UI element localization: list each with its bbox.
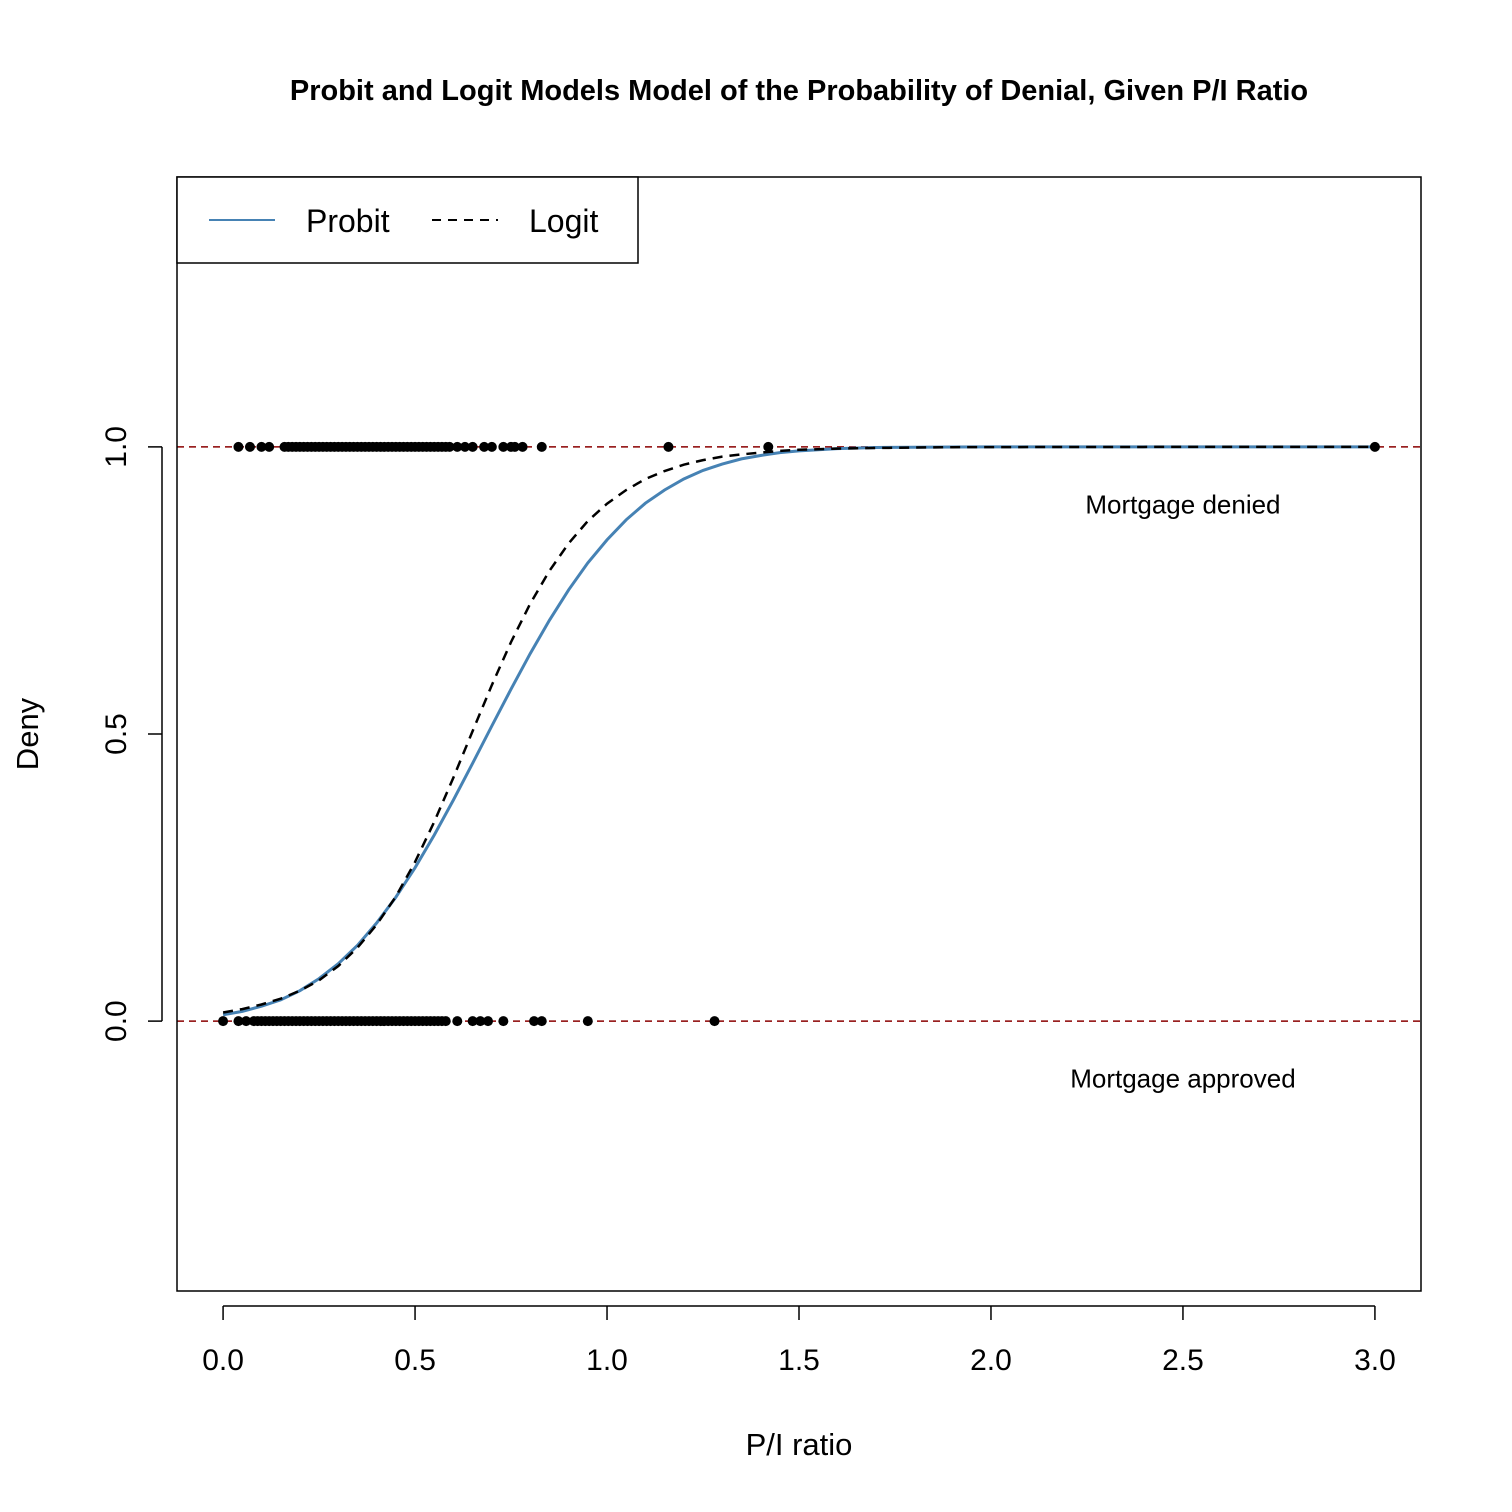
legend: Probit Logit [176, 176, 639, 264]
annotation-0: Mortgage denied [1085, 489, 1280, 519]
data-point [444, 441, 455, 452]
data-point [517, 441, 528, 452]
y-axis-label: Deny [10, 697, 45, 770]
x-axis: 0.0 0.5 1.0 1.5 2.0 2.5 3.0 [202, 1305, 1396, 1377]
data-point [536, 1016, 547, 1027]
x-tick-label: 1.0 [586, 1344, 628, 1377]
data-point [582, 1016, 593, 1027]
data-point [233, 441, 244, 452]
y-tick-label: 0.0 [100, 1000, 133, 1042]
x-tick-label: 2.5 [1162, 1344, 1204, 1377]
annotations: Mortgage denied Mortgage approved [1070, 489, 1295, 1093]
data-point [264, 441, 275, 452]
data-point [241, 1016, 252, 1027]
x-tick-label: 0.0 [202, 1344, 244, 1377]
data-point [483, 1016, 493, 1027]
annotation-1: Mortgage approved [1070, 1064, 1295, 1094]
data-point [498, 1016, 509, 1027]
x-tick-label: 1.5 [778, 1344, 820, 1377]
data-point [244, 441, 255, 452]
reference-lines [177, 446, 1421, 1022]
x-tick-label: 0.5 [394, 1344, 436, 1377]
observation-points [218, 441, 1380, 1027]
data-point [709, 1016, 720, 1027]
data-point [233, 1016, 244, 1027]
data-point [452, 441, 463, 452]
data-point [509, 441, 520, 452]
data-point [459, 441, 470, 452]
x-axis-label: P/I ratio [746, 1427, 853, 1462]
data-point [452, 1016, 463, 1027]
curve-probit [222, 445, 1375, 1017]
chart-title: Probit and Logit Models Model of the Pro… [290, 75, 1308, 107]
legend-logit-label: Logit [529, 203, 599, 239]
y-axis: 0.0 0.5 1.0 [100, 426, 163, 1042]
data-point [475, 1016, 486, 1027]
data-point [440, 1016, 451, 1027]
data-point [1369, 441, 1380, 452]
data-point [218, 1016, 229, 1027]
data-point [256, 441, 267, 452]
data-point [467, 1016, 478, 1027]
legend-probit-label: Probit [306, 203, 390, 239]
data-point [498, 441, 509, 452]
y-tick-label: 0.5 [100, 713, 133, 755]
data-point [479, 441, 490, 452]
x-tick-label: 2.0 [970, 1344, 1012, 1377]
data-point [467, 441, 478, 452]
y-tick-label: 1.0 [100, 426, 133, 468]
data-point [536, 441, 547, 452]
model-curves [222, 445, 1375, 1017]
plot-frame [176, 176, 1422, 1292]
data-point [663, 441, 674, 452]
data-point [763, 441, 774, 452]
data-point [529, 1016, 540, 1027]
data-point [486, 441, 497, 452]
curve-logit [222, 445, 1375, 1014]
x-tick-label: 3.0 [1354, 1344, 1396, 1377]
